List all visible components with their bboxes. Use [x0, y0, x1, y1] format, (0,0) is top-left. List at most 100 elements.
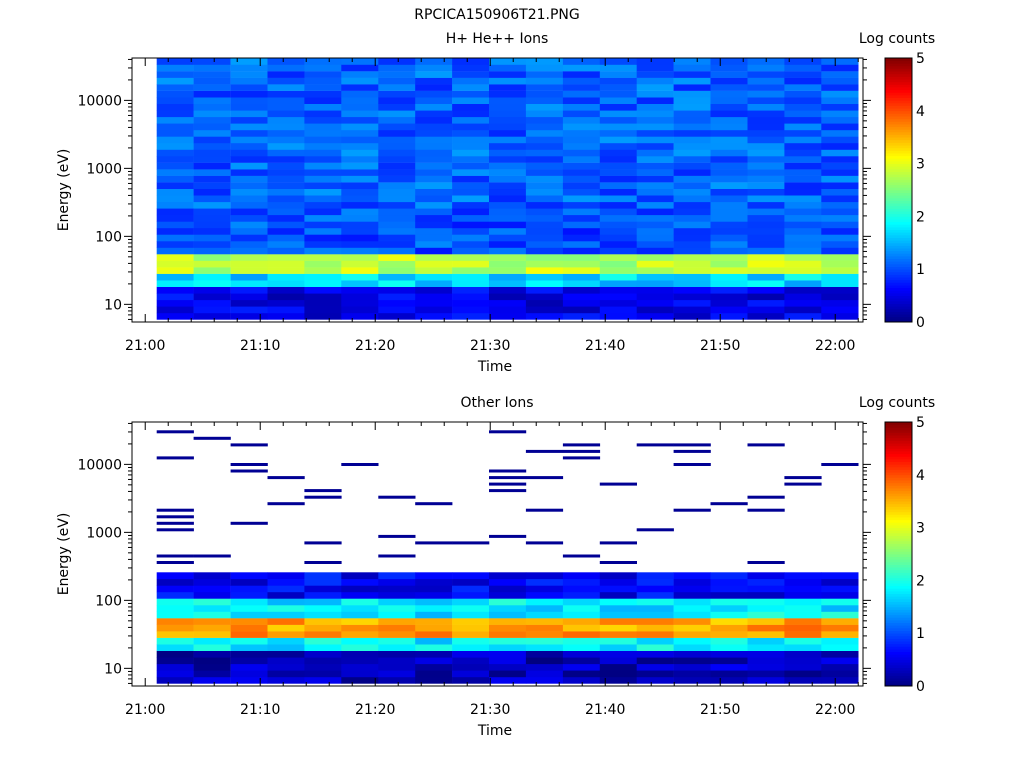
heatmap-cell [452, 312, 490, 320]
colorbar-swatch [885, 680, 912, 684]
heatmap-cell [636, 663, 674, 671]
heatmap-cell [267, 650, 305, 658]
heatmap-cell [452, 572, 490, 580]
heatmap-cell [673, 149, 711, 157]
heatmap-cell [267, 618, 305, 625]
heatmap-cell [378, 572, 416, 580]
heatmap-cell [230, 241, 268, 248]
heatmap-cell [562, 572, 601, 580]
heatmap-cell [599, 312, 637, 320]
heatmap-cell [673, 578, 711, 586]
heatmap-cell [452, 129, 490, 137]
heatmap-cell [378, 64, 416, 72]
heatmap-cell [599, 624, 637, 632]
heatmap-cell [710, 650, 748, 658]
heatmap-cell [193, 149, 231, 157]
heatmap-cell [378, 676, 416, 684]
heatmap-cell [341, 247, 379, 255]
heatmap-cell [304, 280, 342, 287]
heatmap-cell [489, 129, 527, 137]
heatmap-cell [636, 578, 674, 586]
heatmap-cell [821, 129, 859, 137]
x-tick-label: 21:20 [355, 702, 395, 718]
heatmap-cell [821, 71, 859, 78]
colorbar-swatch [885, 659, 912, 663]
heatmap-cell [230, 631, 268, 638]
heatmap-cell [636, 306, 674, 314]
colorbar-tick-label: 4 [916, 104, 925, 120]
heatmap-cell [784, 260, 822, 268]
heatmap-cell [378, 618, 416, 625]
heatmap-cell [562, 443, 601, 447]
heatmap-cell [304, 143, 342, 150]
colorbar-swatch [885, 145, 912, 149]
heatmap-cell [599, 585, 637, 593]
heatmap-cell [821, 84, 859, 91]
heatmap-cell [821, 214, 859, 222]
heatmap-cell [636, 90, 674, 98]
heatmap-cell [784, 84, 822, 91]
heatmap-cell [489, 227, 527, 235]
heatmap-cell [710, 578, 748, 586]
heatmap-cell [673, 123, 711, 131]
colorbar-swatch [885, 102, 912, 106]
colorbar-swatch [885, 535, 912, 539]
heatmap-cell [636, 598, 674, 606]
heatmap-cell [821, 169, 859, 176]
colorbar-swatch [885, 277, 912, 281]
colorbar-swatch [885, 554, 912, 558]
colorbar-swatch [885, 271, 912, 275]
heatmap-cell [267, 90, 305, 98]
heatmap-cell [378, 188, 416, 196]
heatmap-cell [452, 663, 490, 671]
colorbar-swatch [885, 675, 912, 679]
colorbar-2: 0 1 2 3 4 5 [884, 415, 925, 695]
heatmap-cell [489, 169, 527, 176]
heatmap-cell [710, 195, 748, 203]
heatmap-cell [193, 227, 231, 235]
colorbar-swatch [885, 585, 912, 589]
heatmap-cell [267, 227, 305, 235]
colorbar-swatch [885, 580, 912, 584]
heatmap-cell [821, 58, 859, 65]
colorbar-swatch [885, 153, 912, 157]
colorbar-swatch [885, 100, 912, 104]
colorbar-swatch [885, 118, 912, 122]
heatmap-cell [673, 188, 711, 196]
heatmap-cell [156, 162, 194, 170]
heatmap-cell [341, 123, 379, 131]
heatmap-cell [304, 267, 342, 274]
colorbar-swatch [885, 219, 912, 223]
heatmap-cell [525, 312, 564, 320]
heatmap-cell [636, 149, 674, 157]
heatmap-cell [710, 84, 748, 91]
heatmap-cell [193, 312, 231, 320]
heatmap-cell [525, 84, 564, 91]
heatmap-cell [636, 175, 674, 183]
colorbar-swatch [885, 443, 912, 447]
heatmap-cell [599, 644, 637, 651]
heatmap-cell [452, 234, 490, 242]
heatmap-cell [489, 611, 527, 619]
heatmap-cell [747, 175, 785, 183]
colorbar-swatch [885, 670, 912, 674]
heatmap-cell [341, 273, 379, 281]
heatmap-cell [489, 71, 527, 78]
heatmap-cell [747, 129, 785, 137]
heatmap-cell [230, 195, 268, 203]
heatmap-cell [267, 97, 305, 104]
heatmap-cell [673, 227, 711, 235]
heatmap-cell [821, 663, 859, 671]
heatmap-cell [673, 260, 711, 268]
heatmap-cell [673, 280, 711, 287]
heatmap-cell [489, 578, 527, 586]
heatmap-cell [304, 195, 342, 203]
heatmap-cell [341, 90, 379, 98]
heatmap-cell [525, 90, 564, 98]
colorbar-swatch [885, 422, 912, 426]
heatmap-cell [525, 195, 564, 203]
heatmap-cell [489, 221, 527, 229]
heatmap-cell [304, 644, 342, 651]
heatmap-cell [710, 97, 748, 104]
heatmap-cell [415, 188, 453, 196]
